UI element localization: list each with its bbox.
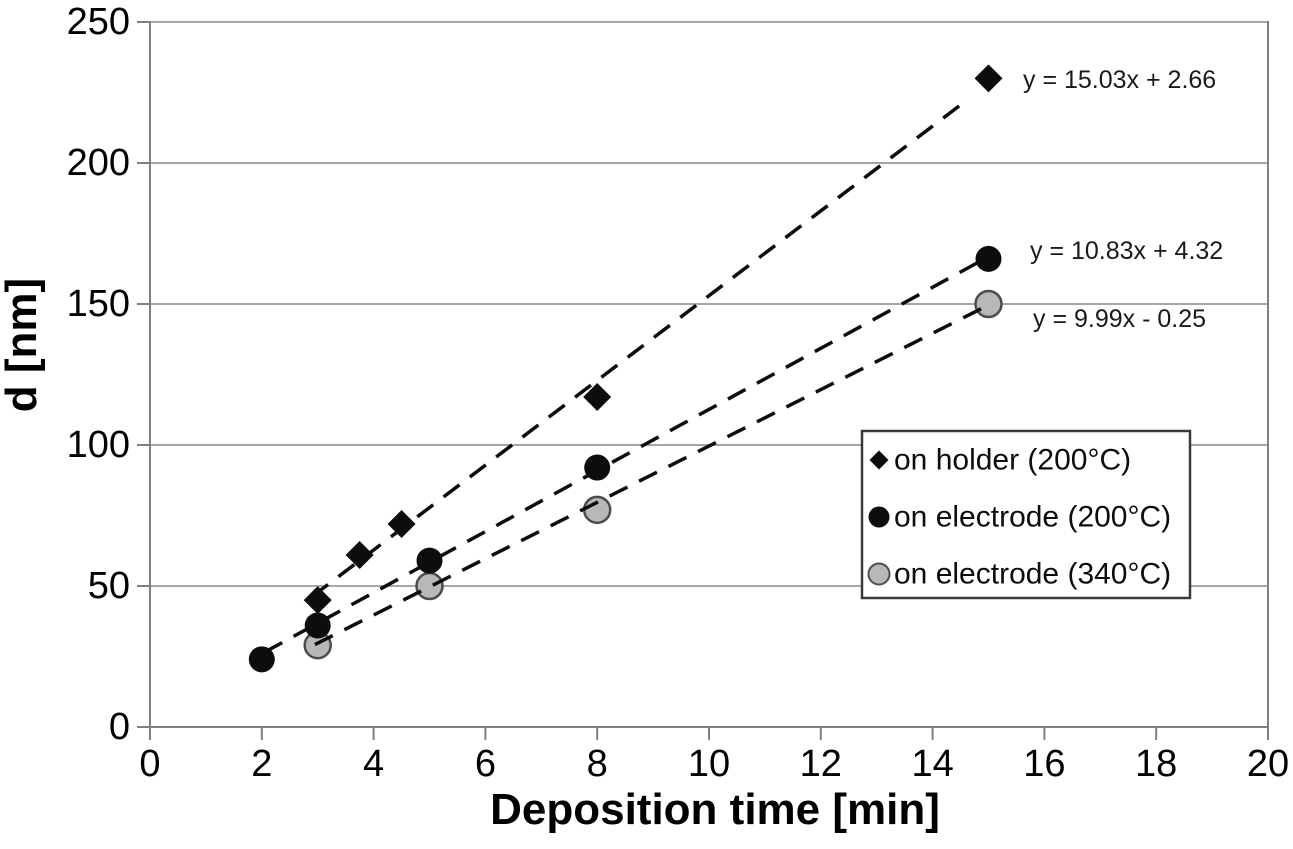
x-tick-labels: 0 2 4 6 8 10 12 14 16 18 20 [139, 743, 1289, 785]
legend-marker-diamond-icon [869, 450, 889, 470]
data-point-marker-circle [415, 571, 444, 601]
x-tick-label-16: 16 [1023, 743, 1065, 785]
legend-box [860, 429, 1192, 600]
legend-label-holder-200: on holder (200°C) [894, 444, 1131, 477]
x-tick-label-20: 20 [1247, 743, 1289, 785]
x-tick-label-2: 2 [251, 743, 272, 785]
equation-label-electrode-340: y = 9.99x - 0.25 [1033, 305, 1206, 333]
data-point-marker-circle [304, 612, 331, 639]
data-point-marker-diamond [345, 540, 374, 569]
y-tick-label-0: 0 [109, 706, 130, 748]
data-point-marker-circle [975, 245, 1002, 272]
x-tick-label-18: 18 [1135, 743, 1177, 785]
y-tick-label-200: 200 [67, 142, 130, 184]
x-tick-label-0: 0 [139, 743, 160, 785]
x-tick-label-4: 4 [363, 743, 384, 785]
y-axis-title: d [nm] [0, 278, 46, 412]
legend-label-electrode-200: on electrode (200°C) [894, 501, 1171, 534]
trendline-series-0 [311, 99, 968, 598]
x-tick-label-6: 6 [475, 743, 496, 785]
data-point-marker-circle [974, 289, 1003, 319]
legend-marker-gray-circle-icon [867, 562, 891, 586]
x-tick-label-14: 14 [911, 743, 953, 785]
y-tick-label-100: 100 [67, 424, 130, 466]
data-point-marker-circle [248, 646, 275, 673]
x-tick-label-8: 8 [587, 743, 608, 785]
plot-frame [149, 21, 1269, 728]
trendlines [263, 99, 993, 654]
legend-marker-black-circle-icon [868, 506, 890, 528]
y-tick-label-50: 50 [88, 565, 130, 607]
equation-label-electrode-200: y = 10.83x + 4.32 [1030, 237, 1223, 265]
data-point-marker-diamond [583, 383, 612, 412]
data-point-marker-circle [584, 454, 611, 481]
legend-label-electrode-340: on electrode (340°C) [894, 558, 1171, 591]
y-tick-label-250: 250 [67, 1, 130, 43]
data-point-markers [248, 64, 1003, 673]
data-point-marker-diamond [387, 509, 416, 538]
equation-label-holder-200: y = 15.03x + 2.66 [1023, 66, 1216, 94]
legend: on holder (200°C) on electrode (200°C) o… [860, 429, 1192, 600]
y-tick-labels: 0 50 100 150 200 250 [67, 1, 130, 748]
data-point-marker-circle [416, 547, 443, 574]
trendline-series-1 [263, 259, 981, 654]
axis-ticks [137, 21, 1269, 740]
x-axis-title: Deposition time [min] [490, 785, 940, 834]
y-tick-label-150: 150 [67, 283, 130, 325]
data-point-marker-diamond [303, 586, 332, 615]
x-tick-label-10: 10 [688, 743, 730, 785]
x-tick-label-12: 12 [800, 743, 842, 785]
data-point-marker-diamond [974, 64, 1003, 93]
trendline-series-2 [314, 302, 993, 647]
